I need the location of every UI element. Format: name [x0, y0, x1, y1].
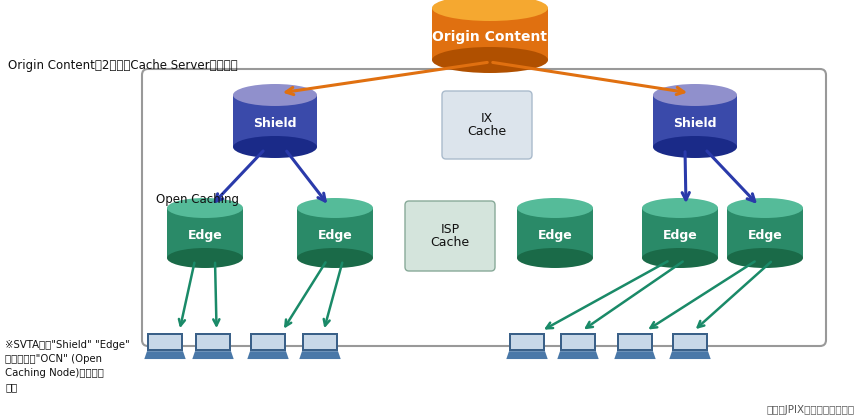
Ellipse shape — [653, 84, 737, 106]
Ellipse shape — [167, 198, 243, 218]
Text: Caching Node)と呼んで: Caching Node)と呼んで — [5, 368, 104, 378]
Polygon shape — [250, 333, 286, 351]
Text: ※SVTAは、"Shield" "Edge": ※SVTAは、"Shield" "Edge" — [5, 340, 130, 350]
Ellipse shape — [517, 248, 593, 268]
Ellipse shape — [167, 248, 243, 268]
FancyBboxPatch shape — [405, 201, 495, 271]
Ellipse shape — [432, 47, 548, 73]
FancyBboxPatch shape — [142, 69, 826, 346]
Ellipse shape — [642, 198, 718, 218]
Text: Origin Contentを2階層のCache Serverから配信: Origin Contentを2階層のCache Serverから配信 — [8, 59, 237, 72]
Ellipse shape — [727, 198, 803, 218]
Polygon shape — [617, 333, 653, 351]
Polygon shape — [727, 208, 803, 258]
FancyBboxPatch shape — [442, 91, 532, 159]
Ellipse shape — [297, 248, 373, 268]
Polygon shape — [619, 335, 651, 349]
Text: 出典：JPIX資料に編集部加筆: 出典：JPIX資料に編集部加筆 — [767, 405, 855, 415]
Polygon shape — [674, 335, 706, 349]
Polygon shape — [147, 333, 183, 351]
Text: Origin Content: Origin Content — [433, 30, 548, 44]
Text: Shield: Shield — [673, 117, 716, 130]
Polygon shape — [167, 208, 243, 258]
Polygon shape — [302, 333, 338, 351]
Text: Edge: Edge — [662, 229, 697, 242]
Polygon shape — [560, 333, 596, 351]
Polygon shape — [642, 208, 718, 258]
Ellipse shape — [432, 0, 548, 21]
Text: Cache: Cache — [468, 125, 507, 138]
Text: Shield: Shield — [253, 117, 297, 130]
Text: Edge: Edge — [187, 229, 223, 242]
Polygon shape — [614, 351, 655, 359]
Polygon shape — [197, 335, 229, 349]
Ellipse shape — [642, 248, 718, 268]
Polygon shape — [509, 333, 545, 351]
Text: Open Caching: Open Caching — [156, 194, 239, 207]
Polygon shape — [653, 95, 737, 147]
Polygon shape — [672, 333, 708, 351]
Polygon shape — [669, 351, 710, 359]
Polygon shape — [557, 351, 599, 359]
Ellipse shape — [233, 136, 317, 158]
Text: を総称して"OCN" (Open: を総称して"OCN" (Open — [5, 354, 102, 364]
Text: Edge: Edge — [538, 229, 573, 242]
Text: いる: いる — [5, 382, 17, 392]
Text: Cache: Cache — [431, 236, 470, 249]
Text: Edge: Edge — [747, 229, 783, 242]
Polygon shape — [248, 351, 289, 359]
Polygon shape — [432, 8, 548, 60]
Text: ISP: ISP — [440, 223, 459, 236]
Ellipse shape — [653, 136, 737, 158]
Polygon shape — [252, 335, 284, 349]
Polygon shape — [299, 351, 341, 359]
Polygon shape — [297, 208, 373, 258]
Text: IX: IX — [481, 112, 493, 125]
Ellipse shape — [233, 84, 317, 106]
Ellipse shape — [297, 198, 373, 218]
Polygon shape — [507, 351, 548, 359]
Polygon shape — [304, 335, 336, 349]
Polygon shape — [149, 335, 181, 349]
Text: Edge: Edge — [317, 229, 353, 242]
Polygon shape — [233, 95, 317, 147]
Polygon shape — [195, 333, 231, 351]
Polygon shape — [562, 335, 594, 349]
Ellipse shape — [727, 248, 803, 268]
Polygon shape — [511, 335, 543, 349]
Ellipse shape — [517, 198, 593, 218]
Polygon shape — [193, 351, 234, 359]
Polygon shape — [517, 208, 593, 258]
Polygon shape — [144, 351, 186, 359]
